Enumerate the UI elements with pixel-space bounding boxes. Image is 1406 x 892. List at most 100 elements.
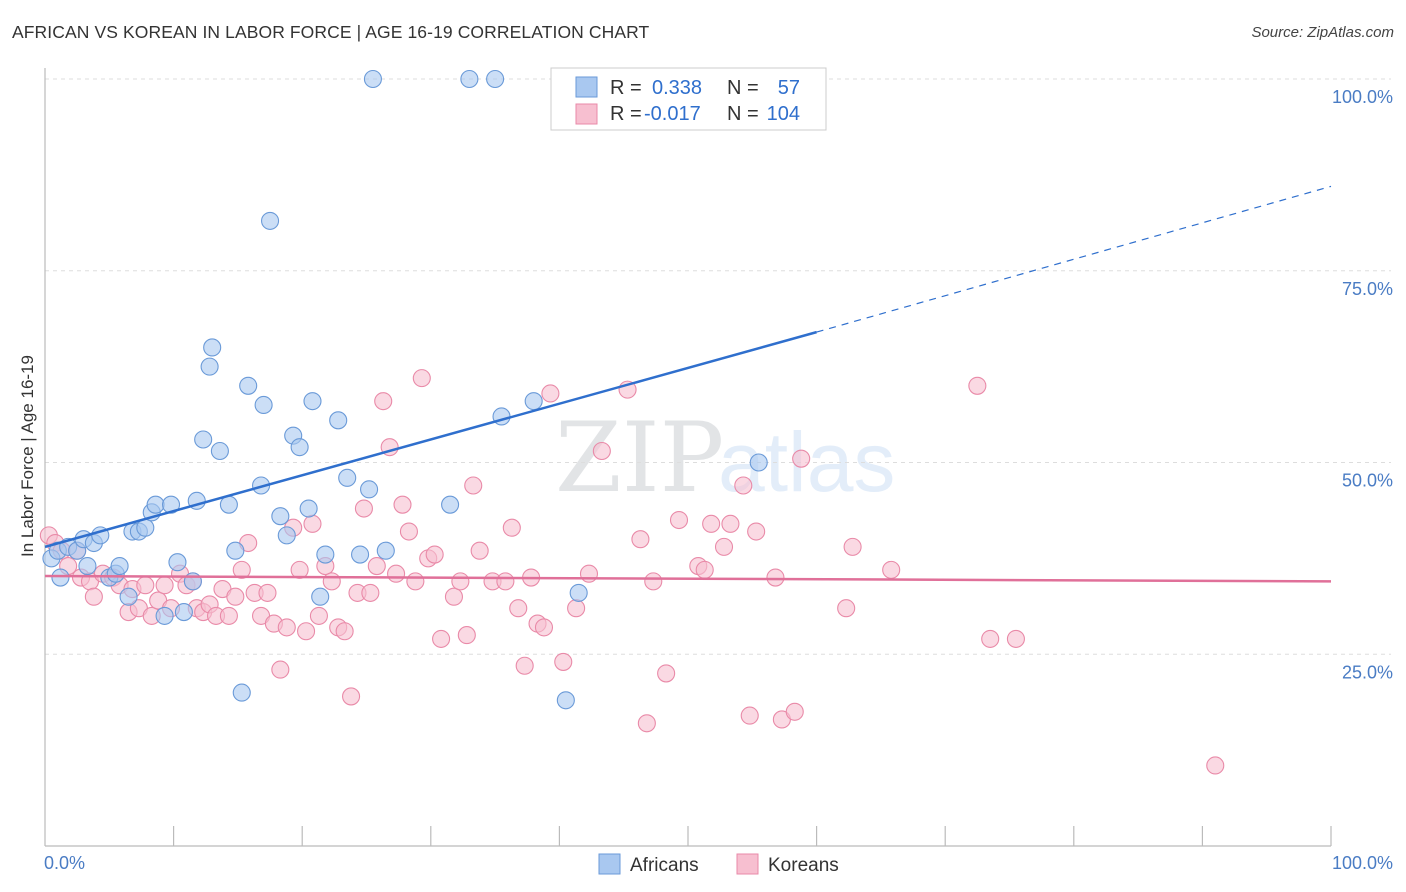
koreans-point-70 <box>515 656 534 675</box>
trend-line-africans <box>44 330 817 549</box>
koreans-point-83 <box>657 664 676 683</box>
koreans-point-64 <box>464 476 483 495</box>
africans-point-40 <box>303 392 322 411</box>
koreans-point-87 <box>702 514 721 533</box>
africans-point-41 <box>311 587 330 606</box>
bottom-legend-swatch-africans <box>598 853 621 875</box>
koreans-point-82 <box>644 572 663 591</box>
africans-point-44 <box>338 468 357 487</box>
x-ticks <box>173 826 1332 846</box>
koreans-point-91 <box>740 706 759 725</box>
legend-r-label-africans: R = <box>610 77 642 99</box>
koreans-point-96 <box>792 449 811 468</box>
africans-point-36 <box>277 526 296 545</box>
africans-point-47 <box>363 69 382 89</box>
legend-n-label-koreans: N = <box>727 103 759 125</box>
africans-point-17 <box>146 495 165 514</box>
bottom-legend-label-africans: Africans <box>630 855 699 876</box>
koreans-point-78 <box>592 441 611 461</box>
africans-point-55 <box>569 583 588 602</box>
koreans-point-73 <box>534 618 554 637</box>
x-tick-label-1: 100.0% <box>1332 853 1393 873</box>
koreans-point-68 <box>502 518 521 537</box>
y-tick-label-50: 50.0% <box>1342 471 1393 491</box>
africans-point-21 <box>174 603 193 622</box>
legend-r-value-koreans: -0.017 <box>644 103 701 125</box>
koreans-point-62 <box>451 572 470 591</box>
koreans-point-40 <box>303 514 322 533</box>
koreans-point-49 <box>361 583 380 602</box>
koreans-point-88 <box>714 537 734 556</box>
africans-point-39 <box>299 499 318 518</box>
africans-point-28 <box>219 495 238 514</box>
africans-point-51 <box>486 69 505 89</box>
koreans-point-99 <box>882 560 901 579</box>
koreans-point-35 <box>271 660 290 679</box>
koreans-point-46 <box>342 687 361 706</box>
koreans-point-67 <box>496 572 515 591</box>
africans-point-24 <box>194 430 213 449</box>
koreans-point-41 <box>309 606 328 625</box>
bottom-legend-label-koreans: Koreans <box>768 855 839 876</box>
trend-line-koreans <box>44 574 1332 583</box>
koreans-point-45 <box>335 622 354 641</box>
koreans-point-76 <box>567 599 586 618</box>
y-tick-label-25: 25.0% <box>1342 662 1393 682</box>
koreans-point-57 <box>412 369 431 388</box>
africans-point-45 <box>351 545 370 564</box>
bottom-legend: Africans Koreans <box>598 853 839 876</box>
koreans-point-29 <box>232 560 251 579</box>
koreans-point-61 <box>444 587 463 606</box>
y-tick-label-75: 75.0% <box>1342 279 1393 299</box>
koreans-point-7 <box>84 587 103 606</box>
koreans-point-80 <box>631 530 650 549</box>
koreans-point-39 <box>297 622 316 641</box>
africans-point-42 <box>316 545 335 564</box>
koreans-point-95 <box>785 702 804 721</box>
koreans-point-43 <box>322 572 341 591</box>
koreans-point-98 <box>843 537 862 556</box>
trend-lines <box>44 185 1332 583</box>
koreans-point-65 <box>470 541 489 560</box>
x-tick-label-0: 0.0% <box>44 853 85 873</box>
legend-r-label-koreans: R = <box>610 103 642 125</box>
africans-point-6 <box>78 556 97 576</box>
koreans-point-86 <box>695 560 714 579</box>
koreans-point-28 <box>226 587 245 606</box>
africans-point-38 <box>290 438 309 457</box>
africans-point-46 <box>360 480 379 499</box>
koreans-point-92 <box>747 522 766 541</box>
africans-point-54 <box>556 691 575 710</box>
africans-point-20 <box>168 553 187 572</box>
africans-point-2 <box>51 568 70 587</box>
koreans-point-17 <box>155 576 174 595</box>
koreans-point-84 <box>669 510 689 530</box>
legend-n-value-africans: 57 <box>778 77 800 99</box>
koreans-point-63 <box>457 626 476 645</box>
koreans-point-51 <box>374 392 393 411</box>
koreans-point-102 <box>1006 629 1025 648</box>
koreans-point-48 <box>354 499 373 518</box>
koreans-point-75 <box>554 652 573 671</box>
koreans-point-81 <box>637 714 656 733</box>
trend-line-africans-extension <box>816 185 1332 333</box>
koreans-point-54 <box>393 495 412 514</box>
chart-source: Source: ZipAtlas.com <box>1251 24 1394 41</box>
koreans-point-90 <box>734 476 753 495</box>
koreans-point-59 <box>425 545 444 564</box>
bottom-legend-swatch-koreans <box>736 853 759 875</box>
koreans-point-100 <box>968 376 987 395</box>
koreans-point-38 <box>290 560 309 579</box>
africans-point-50 <box>460 69 479 89</box>
africans-point-19 <box>161 495 181 514</box>
africans-point-33 <box>254 395 273 415</box>
koreans-point-36 <box>277 618 296 637</box>
africans-point-31 <box>239 376 258 395</box>
koreans-point-101 <box>981 629 1000 648</box>
koreans-point-27 <box>219 606 238 625</box>
africans-point-53 <box>524 392 543 411</box>
legend-swatch-africans <box>575 76 598 98</box>
africans-point-11 <box>110 556 129 576</box>
koreans-point-60 <box>432 629 451 648</box>
